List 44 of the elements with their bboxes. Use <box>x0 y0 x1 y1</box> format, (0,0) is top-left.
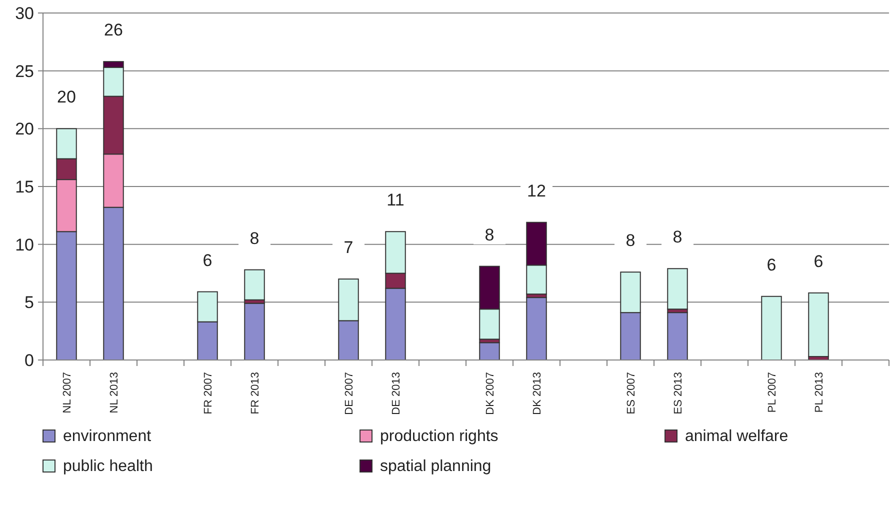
x-tick-label: NL 2013 <box>108 372 120 414</box>
total-label: 8 <box>250 228 260 248</box>
total-label: 20 <box>57 88 76 107</box>
total-label: 11 <box>386 190 404 210</box>
x-tick-label: PL 2013 <box>814 372 826 413</box>
y-tick-label: 10 <box>15 235 34 254</box>
y-tick-label: 5 <box>24 293 34 312</box>
total-label: 8 <box>484 225 494 244</box>
x-tick-label: PL 2007 <box>766 372 778 413</box>
legend-label: spatial planning <box>380 458 492 475</box>
total-label: 12 <box>527 181 546 200</box>
y-tick-label: 30 <box>15 4 34 23</box>
total-label: 6 <box>766 255 776 274</box>
bar <box>667 268 688 310</box>
bar <box>479 342 500 360</box>
legend-label: public health <box>63 458 153 475</box>
x-tick-label: FR 2013 <box>250 372 262 414</box>
y-tick-label: 15 <box>15 177 34 196</box>
legend-label: environment <box>63 428 152 445</box>
bar <box>244 269 265 300</box>
legend-label: production rights <box>380 428 498 445</box>
x-tick-label: DE 2013 <box>390 372 402 415</box>
x-tick-label: DE 2007 <box>344 372 356 415</box>
total-label: 7 <box>344 238 354 258</box>
y-tick-label: 25 <box>15 62 34 81</box>
x-tick-label: ES 2007 <box>626 372 638 414</box>
total-label: 8 <box>672 228 682 247</box>
y-tick-label: 0 <box>24 350 34 370</box>
total-label: 8 <box>626 231 636 250</box>
total-label: 26 <box>104 20 123 40</box>
x-tick-label: ES 2013 <box>672 372 684 414</box>
legend-label: animal welfare <box>685 428 788 445</box>
bar <box>808 292 829 358</box>
x-tick-label: NL 2007 <box>62 372 74 414</box>
bar <box>761 296 782 360</box>
bar <box>526 297 547 360</box>
x-tick-label: FR 2007 <box>202 372 214 414</box>
x-tick-label: DK 2013 <box>532 372 544 415</box>
y-tick-label: 20 <box>15 120 34 139</box>
total-label: 6 <box>202 250 212 270</box>
bar <box>667 312 688 360</box>
total-label: 6 <box>814 252 824 271</box>
bar <box>244 302 265 360</box>
x-tick-label: DK 2007 <box>484 372 496 415</box>
